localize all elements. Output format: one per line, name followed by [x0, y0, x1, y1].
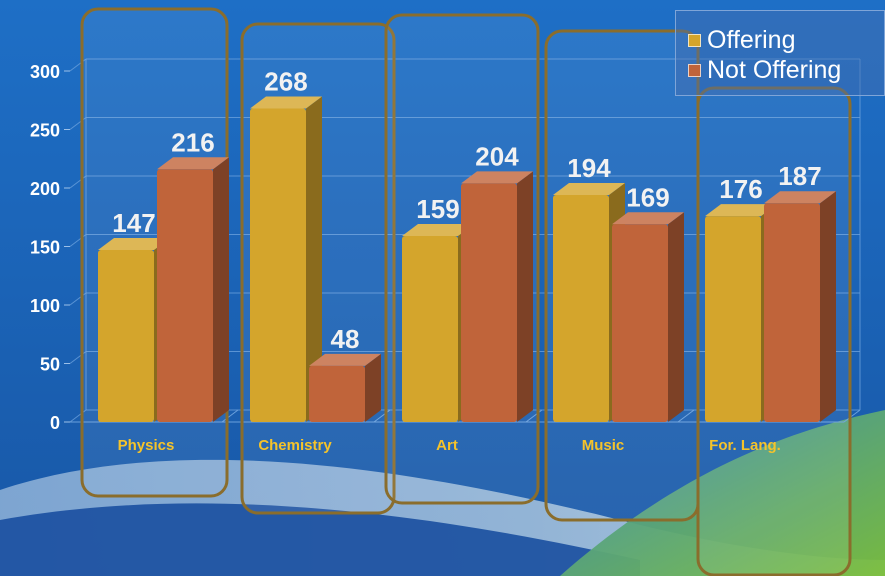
legend-label-offering: Offering — [707, 25, 796, 54]
bar-top — [612, 212, 684, 225]
data-label: 204 — [475, 141, 519, 171]
bar-front — [250, 108, 306, 422]
floor-divider-1 — [221, 409, 239, 423]
bar-top — [309, 353, 381, 366]
bar-offering-1: 268 — [250, 66, 322, 422]
bar-front — [98, 250, 154, 422]
x-axis-depth-line — [843, 409, 861, 423]
bar-top — [553, 183, 625, 196]
bar-front — [461, 183, 517, 422]
legend: Offering Not Offering — [675, 10, 885, 96]
bar-side — [668, 212, 684, 422]
data-label: 147 — [112, 208, 155, 238]
bar-top — [764, 191, 836, 204]
bar-top — [250, 96, 322, 109]
bar-side — [820, 191, 836, 422]
legend-swatch-offering — [688, 33, 701, 47]
background-swoosh-dark — [0, 503, 640, 576]
bar-front — [612, 224, 668, 422]
y-tick-label-3: 150 — [30, 238, 60, 258]
bar-top — [402, 223, 474, 236]
bar-front — [157, 169, 213, 422]
y-tick-label-5: 250 — [30, 121, 60, 141]
bar-not-offering-1: 48 — [309, 324, 381, 422]
x-tick-label-0: Physics — [118, 437, 175, 454]
bar-side — [365, 353, 381, 422]
x-tick-label-2: Art — [436, 437, 458, 454]
legend-item-offering: Offering — [688, 25, 795, 55]
bar-not-offering-4: 187 — [764, 161, 836, 422]
data-label: 268 — [264, 66, 307, 96]
bar-side — [306, 96, 322, 422]
y-tick-label-6: 300 — [30, 62, 60, 82]
bar-front — [553, 195, 609, 422]
data-label: 48 — [331, 324, 360, 354]
bar-not-offering-2: 204 — [461, 141, 533, 422]
bar-not-offering-0: 216 — [157, 127, 229, 422]
y-tick-label-4: 200 — [30, 179, 60, 199]
y-tick-label-0: 0 — [50, 413, 60, 433]
bar-top — [157, 157, 229, 170]
bar-top — [705, 204, 777, 217]
y-tick-label-2: 100 — [30, 296, 60, 316]
data-label: 187 — [778, 161, 821, 191]
x-tick-label-3: Music — [582, 437, 625, 454]
data-label: 216 — [171, 127, 214, 157]
legend-item-not-offering: Not Offering — [688, 55, 841, 85]
bar-front — [705, 216, 761, 422]
bar-front — [309, 365, 365, 422]
bar-side — [517, 171, 533, 422]
x-tick-label-4: For. Lang. — [709, 437, 781, 454]
y-tick-label-1: 50 — [40, 355, 60, 375]
x-tick-label-1: Chemistry — [258, 437, 332, 454]
legend-label-not-offering: Not Offering — [707, 55, 842, 84]
background-swoosh-green — [560, 410, 885, 576]
data-label: 176 — [719, 174, 762, 204]
bar-front — [764, 203, 820, 422]
bar-top — [461, 171, 533, 184]
floor-divider-4 — [677, 409, 695, 423]
bar-front — [402, 235, 458, 422]
bar-not-offering-3: 169 — [612, 182, 684, 422]
bar-side — [213, 157, 229, 422]
data-label: 169 — [626, 182, 669, 212]
data-label: 194 — [567, 153, 611, 183]
legend-swatch-not-offering — [688, 63, 701, 77]
bar-top — [98, 238, 170, 251]
data-label: 159 — [416, 194, 459, 224]
